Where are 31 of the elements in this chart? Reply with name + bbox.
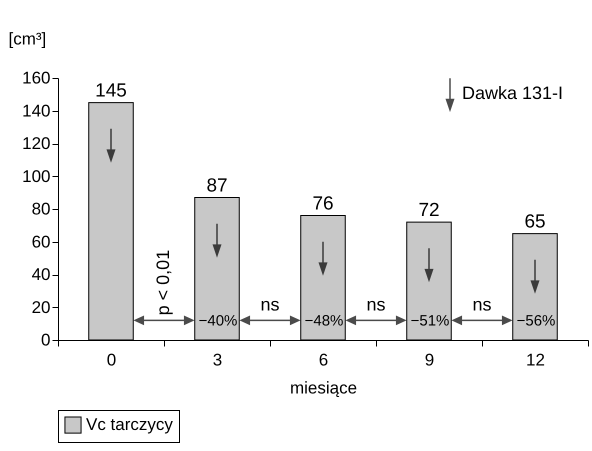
x-axis-title: miesiące — [290, 378, 358, 398]
y-tick-label: 0 — [41, 330, 50, 350]
data-label: 72 — [418, 200, 440, 222]
data-label: 76 — [312, 194, 334, 215]
data-label: 65 — [524, 212, 546, 233]
y-tick-label: 120 — [22, 134, 50, 153]
annotation: ns — [366, 294, 386, 314]
annotation: ns — [472, 294, 492, 314]
y-tick-label: 60 — [32, 232, 50, 252]
y-tick-label: 40 — [32, 265, 50, 284]
y-tick-label: 160 — [22, 68, 50, 88]
annotation: −48% — [304, 312, 344, 330]
y-axis-title: [cm³] — [8, 30, 46, 48]
y-tick-label: 100 — [22, 166, 50, 186]
annotation: −56% — [516, 312, 556, 330]
x-tick-label: 6 — [318, 350, 328, 370]
annotation: Dawka 131-I — [462, 83, 564, 103]
y-tick-label: 20 — [32, 298, 50, 317]
x-tick-label: 0 — [106, 350, 116, 370]
annotation: −40% — [198, 312, 238, 330]
annotation: p < 0,01 — [153, 250, 173, 316]
annotation: −51% — [410, 312, 450, 330]
legend-label: Vc tarczycy — [86, 415, 174, 434]
y-tick-label: 140 — [22, 101, 50, 120]
x-tick-label: 3 — [212, 350, 222, 370]
data-label: 87 — [206, 176, 228, 197]
annotation: ns — [260, 294, 280, 314]
data-label: 145 — [95, 80, 127, 102]
x-tick-label: 9 — [424, 350, 434, 370]
x-tick-label: 12 — [526, 350, 545, 370]
y-tick-label: 80 — [32, 200, 50, 218]
